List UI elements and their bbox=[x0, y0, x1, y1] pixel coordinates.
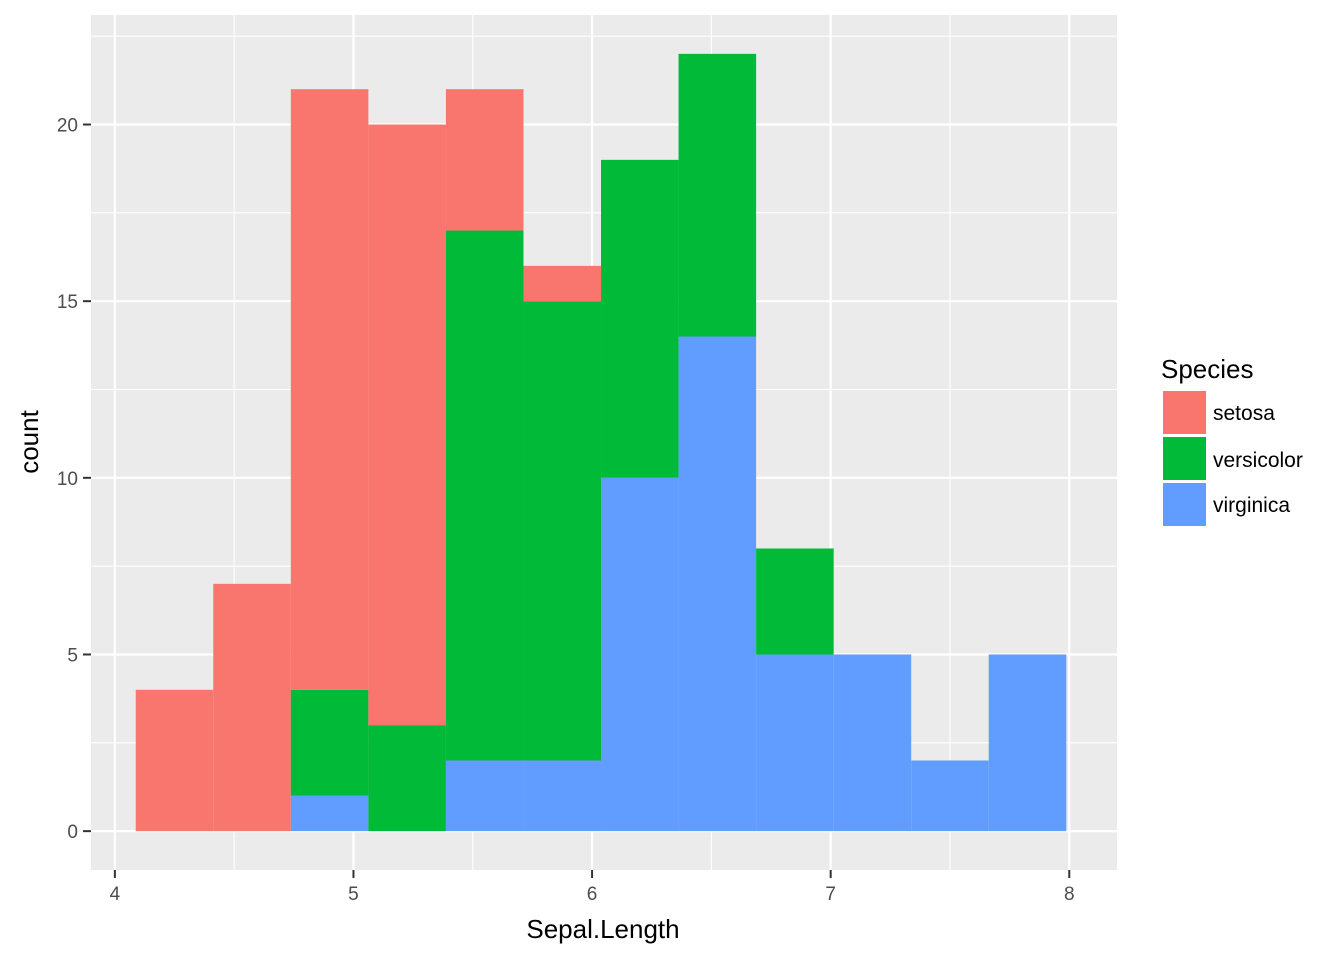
bar-setosa-bin-1 bbox=[135, 689, 214, 832]
bar-versicolor-bin-7 bbox=[601, 159, 679, 478]
bar-virginica-bin-10 bbox=[833, 654, 912, 832]
bar-virginica-bin-3 bbox=[290, 795, 369, 832]
bar-versicolor-bin-8 bbox=[678, 53, 757, 337]
bar-versicolor-bin-3 bbox=[290, 689, 369, 796]
bar-virginica-bin-8 bbox=[678, 336, 757, 832]
bar-setosa-bin-5 bbox=[445, 89, 524, 231]
x-tick-label: 7 bbox=[825, 884, 836, 905]
legend-title: Species bbox=[1161, 354, 1254, 384]
y-tick-label: 0 bbox=[67, 822, 78, 843]
bar-virginica-bin-11 bbox=[911, 760, 989, 832]
axes: 0 5 10 15 20 4 5 6 7 8 bbox=[57, 116, 1075, 905]
bar-virginica-bin-6 bbox=[523, 760, 602, 832]
x-tick-label: 6 bbox=[587, 884, 598, 905]
legend-label-setosa: setosa bbox=[1213, 402, 1275, 425]
bar-virginica-bin-12 bbox=[988, 654, 1067, 832]
x-tick-label: 8 bbox=[1064, 884, 1075, 905]
x-tick-label: 5 bbox=[348, 884, 359, 905]
bar-versicolor-bin-9 bbox=[756, 548, 834, 655]
bar-versicolor-bin-4 bbox=[368, 725, 446, 832]
legend: Species setosa versicolor virginica bbox=[1161, 354, 1303, 526]
bar-setosa-bin-3 bbox=[290, 89, 369, 690]
legend-entry-setosa: setosa bbox=[1163, 391, 1275, 434]
bar-virginica-bin-9 bbox=[756, 654, 834, 832]
legend-label-virginica: virginica bbox=[1213, 494, 1290, 517]
y-tick-label: 5 bbox=[67, 645, 78, 666]
legend-key-setosa bbox=[1163, 391, 1206, 434]
legend-entry-versicolor: versicolor bbox=[1163, 437, 1303, 480]
y-tick-label: 10 bbox=[57, 469, 78, 490]
y-axis-title: count bbox=[14, 409, 44, 473]
bar-setosa-bin-4 bbox=[368, 124, 446, 726]
legend-key-versicolor bbox=[1163, 437, 1206, 480]
bar-versicolor-bin-5 bbox=[445, 230, 524, 761]
y-tick-label: 15 bbox=[57, 292, 78, 313]
histogram-bars bbox=[135, 53, 1067, 832]
x-axis-title: Sepal.Length bbox=[526, 914, 679, 944]
legend-key-virginica bbox=[1163, 483, 1206, 526]
bar-versicolor-bin-6 bbox=[523, 301, 602, 761]
bar-setosa-bin-6 bbox=[523, 265, 602, 302]
bar-virginica-bin-7 bbox=[601, 477, 679, 832]
legend-label-versicolor: versicolor bbox=[1213, 449, 1303, 472]
bar-setosa-bin-2 bbox=[213, 583, 291, 832]
y-tick-label: 20 bbox=[57, 116, 78, 137]
legend-entry-virginica: virginica bbox=[1163, 483, 1290, 526]
x-tick-label: 4 bbox=[110, 884, 121, 905]
bar-virginica-bin-5 bbox=[445, 760, 524, 832]
